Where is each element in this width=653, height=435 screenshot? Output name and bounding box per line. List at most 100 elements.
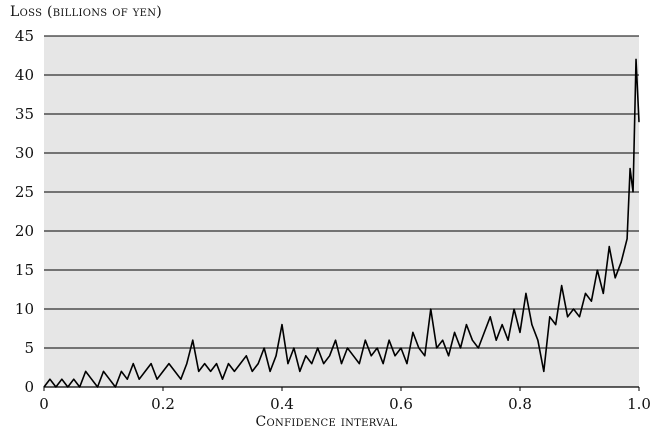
y-tick-label: 40 (15, 66, 34, 84)
data-point (132, 363, 134, 365)
data-point (239, 363, 241, 365)
data-point (376, 347, 378, 349)
y-tick-labels: 0 5 10 15 20 25 30 35 40 45 (15, 27, 34, 396)
data-point (215, 363, 218, 365)
y-tick-label: 35 (15, 105, 34, 123)
data-point (590, 300, 593, 302)
data-point (394, 355, 396, 357)
x-tick-label: 1.0 (627, 395, 651, 413)
data-point (614, 277, 616, 279)
plot-area (44, 36, 639, 387)
data-point (227, 363, 230, 365)
data-point (346, 347, 349, 349)
data-point (138, 378, 140, 380)
y-tick-label: 45 (15, 27, 34, 45)
data-point (275, 355, 277, 357)
y-tick-label: 25 (15, 183, 34, 201)
data-point (233, 370, 235, 372)
data-point (126, 378, 128, 380)
data-point (221, 378, 224, 380)
data-point (418, 347, 420, 349)
gridlines (44, 35, 639, 349)
data-point (584, 292, 587, 294)
data-point (442, 339, 444, 341)
data-point (156, 378, 158, 380)
data-point (448, 355, 450, 357)
data-point (85, 370, 87, 372)
data-point (162, 370, 164, 372)
data-point (120, 370, 122, 372)
y-tick-label: 10 (15, 300, 34, 318)
data-point (543, 370, 545, 372)
data-point (168, 363, 170, 365)
data-point (382, 363, 384, 365)
data-point (513, 308, 515, 310)
data-point (370, 355, 372, 357)
data-point (204, 363, 206, 365)
data-point (578, 316, 581, 318)
data-point (635, 58, 637, 61)
data-point (323, 363, 325, 365)
data-point (340, 363, 343, 365)
data-point (608, 246, 610, 248)
data-point (73, 378, 75, 380)
data-point (210, 370, 212, 372)
data-point (299, 370, 301, 372)
y-axis-label: Loss (billions of yen) (10, 4, 163, 20)
data-point (329, 355, 331, 357)
data-point (495, 339, 497, 341)
data-point (561, 285, 563, 287)
data-point (150, 363, 152, 365)
data-point (430, 308, 432, 310)
data-point (477, 347, 479, 349)
data-point (364, 339, 366, 341)
data-point (305, 355, 307, 357)
data-point (192, 339, 194, 341)
data-point (269, 370, 271, 372)
x-axis-label: Confidence interval (255, 414, 398, 430)
data-point (400, 347, 402, 349)
y-tick-label: 30 (15, 144, 34, 162)
data-point (412, 331, 414, 333)
data-point (180, 378, 182, 380)
data-point (358, 363, 360, 365)
x-tick-labels: 0 0.2 0.4 0.6 0.8 1.0 (39, 395, 651, 413)
x-tick-label: 0.6 (389, 395, 413, 413)
data-point (567, 316, 569, 318)
data-point (596, 269, 598, 271)
data-point (198, 370, 200, 372)
data-point (555, 324, 557, 326)
data-point (108, 378, 111, 380)
data-point (629, 168, 631, 170)
data-point (572, 308, 575, 310)
data-point (281, 324, 283, 326)
y-tick-label: 20 (15, 222, 34, 240)
data-point (61, 378, 63, 380)
data-point (531, 324, 533, 326)
data-point (483, 331, 485, 333)
data-point (424, 355, 426, 357)
data-point (186, 363, 188, 365)
data-point (525, 292, 527, 294)
data-point (257, 363, 259, 365)
data-point (263, 347, 265, 349)
data-point (293, 347, 295, 349)
data-point (489, 316, 491, 318)
x-tick-label: 0.8 (508, 395, 532, 413)
data-point (519, 331, 521, 333)
data-point (602, 292, 604, 294)
data-point (471, 339, 473, 341)
x-tick-label: 0.2 (151, 395, 175, 413)
data-point (49, 378, 51, 380)
data-point (632, 191, 634, 193)
y-tick-label: 5 (24, 339, 34, 357)
data-point (453, 331, 456, 333)
y-tick-label: 0 (24, 378, 34, 396)
data-point (287, 363, 289, 365)
data-point (549, 316, 551, 318)
data-point (638, 121, 640, 123)
data-point (406, 363, 408, 365)
data-point (388, 339, 390, 341)
x-tick-label: 0 (39, 395, 49, 413)
